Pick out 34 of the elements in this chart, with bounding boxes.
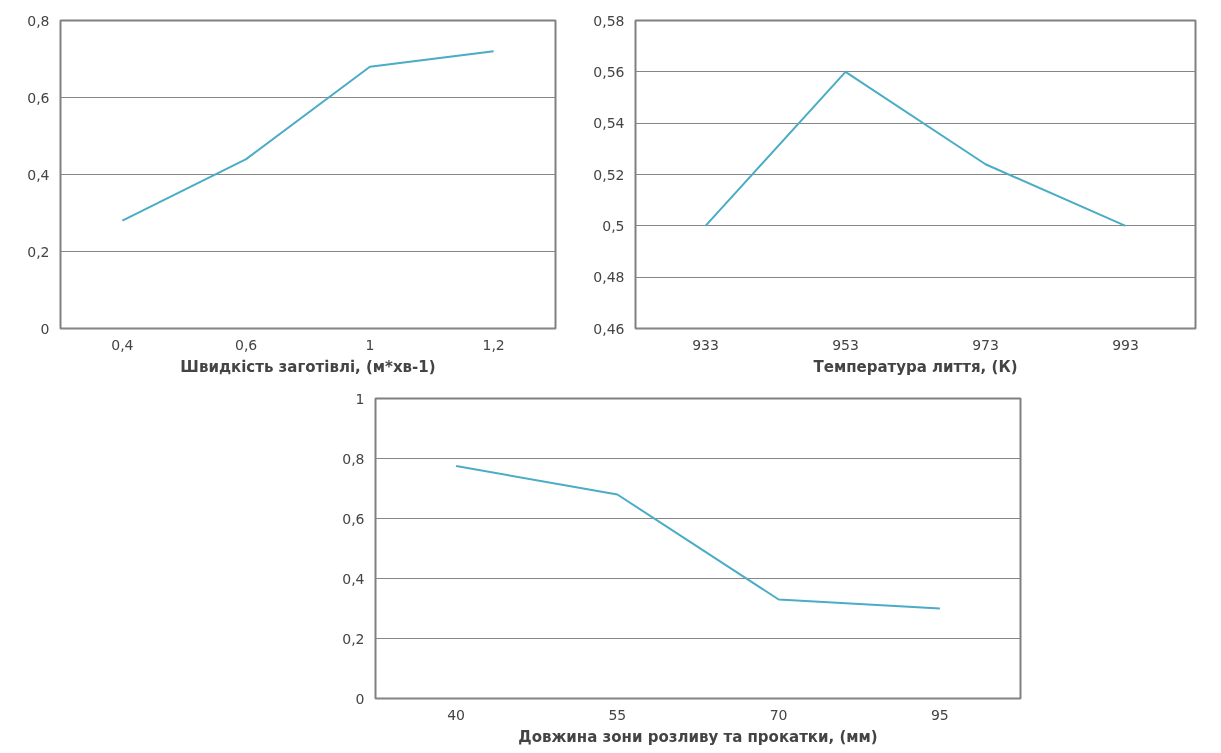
x-tick-label: 933 xyxy=(692,336,719,353)
x-tick-label: 40 xyxy=(447,706,466,723)
x-axis-title: Довжина зони розливу та прокатки, (мм) xyxy=(518,727,878,746)
x-axis-title: Швидкість заготівлі, (м*хв-1) xyxy=(180,357,436,376)
x-tick-label: 1,2 xyxy=(482,336,505,353)
y-tick-label: 0,5 xyxy=(602,217,625,234)
y-tick-label: 0,2 xyxy=(342,630,365,647)
x-tick-label: 0,4 xyxy=(111,336,134,353)
y-tick-label: 0,6 xyxy=(27,89,50,106)
y-tick-label: 0,46 xyxy=(593,320,625,337)
y-tick-label: 0,4 xyxy=(27,166,50,183)
y-tick-label: 0,54 xyxy=(593,115,625,132)
x-tick-label: 953 xyxy=(832,336,859,353)
x-tick-label: 993 xyxy=(1112,336,1139,353)
y-tick-label: 0,48 xyxy=(593,269,625,286)
y-tick-label: 0,2 xyxy=(27,243,50,260)
y-tick-label: 0 xyxy=(40,320,50,337)
y-tick-label: 0,4 xyxy=(342,570,365,587)
y-tick-label: 0,6 xyxy=(342,510,365,527)
y-tick-label: 0,8 xyxy=(342,450,365,467)
x-tick-label: 973 xyxy=(972,336,999,353)
y-tick-label: 1 xyxy=(355,390,365,407)
line-series xyxy=(455,465,941,610)
x-tick-label: 55 xyxy=(608,706,627,723)
y-tick-label: 0 xyxy=(355,690,365,707)
x-axis-title: Температура лиття, (К) xyxy=(813,357,1018,376)
line-series xyxy=(121,50,495,222)
y-tick-label: 0,58 xyxy=(593,12,625,29)
x-tick-label: 0,6 xyxy=(234,336,258,353)
x-tick-label: 95 xyxy=(930,706,949,723)
y-tick-label: 0,56 xyxy=(593,63,625,80)
y-tick-label: 0,8 xyxy=(27,12,50,29)
x-tick-label: 70 xyxy=(769,706,788,723)
y-tick-label: 0,52 xyxy=(593,166,625,183)
